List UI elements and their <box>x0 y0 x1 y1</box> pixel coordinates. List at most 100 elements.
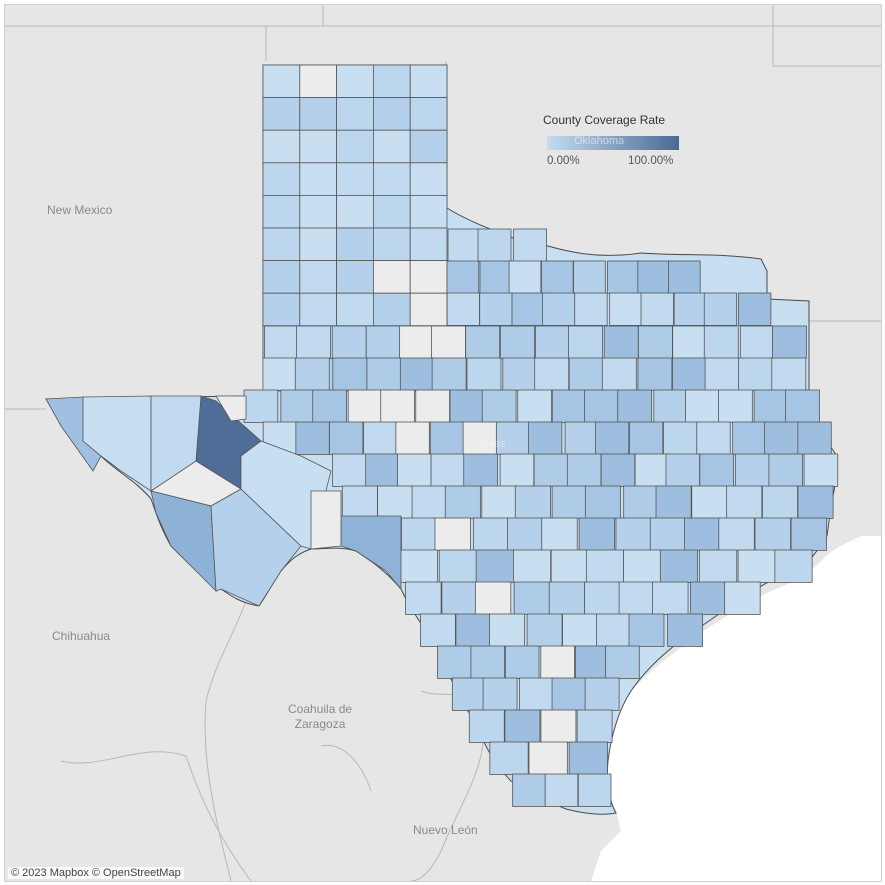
county-polygon[interactable] <box>409 97 448 131</box>
county-polygon[interactable] <box>734 453 770 487</box>
county-polygon[interactable] <box>409 194 448 229</box>
county-polygon[interactable] <box>499 325 535 359</box>
county-polygon[interactable] <box>528 741 568 775</box>
county-polygon[interactable] <box>409 260 448 294</box>
county-polygon[interactable] <box>438 549 477 583</box>
county-polygon[interactable] <box>623 485 660 519</box>
county-polygon[interactable] <box>504 645 540 679</box>
county-polygon[interactable] <box>573 260 606 294</box>
county-polygon[interactable] <box>299 97 337 131</box>
county-polygon[interactable] <box>434 517 471 551</box>
county-polygon[interactable] <box>606 260 640 294</box>
county-polygon[interactable] <box>690 581 727 615</box>
county-polygon[interactable] <box>455 613 492 647</box>
county-polygon[interactable] <box>703 292 738 326</box>
county-polygon[interactable] <box>618 581 656 615</box>
county-polygon[interactable] <box>617 389 652 423</box>
county-polygon[interactable] <box>584 389 619 423</box>
county-polygon[interactable] <box>399 549 438 583</box>
county-polygon[interactable] <box>446 260 480 294</box>
county-polygon[interactable] <box>739 325 775 359</box>
county-polygon[interactable] <box>429 421 465 455</box>
county-polygon[interactable] <box>489 741 529 775</box>
county-polygon[interactable] <box>262 194 301 229</box>
county-polygon[interactable] <box>415 389 450 423</box>
county-polygon[interactable] <box>584 581 621 615</box>
county-polygon[interactable] <box>685 389 720 423</box>
county-polygon[interactable] <box>468 709 505 743</box>
county-polygon[interactable] <box>504 709 541 743</box>
county-polygon[interactable] <box>401 517 438 551</box>
county-polygon[interactable] <box>785 389 820 423</box>
county-polygon[interactable] <box>534 357 570 391</box>
county-polygon[interactable] <box>479 260 513 294</box>
county-polygon[interactable] <box>365 453 400 487</box>
county-polygon[interactable] <box>774 549 813 583</box>
county-polygon[interactable] <box>790 517 827 551</box>
county-polygon[interactable] <box>264 325 299 359</box>
county-polygon[interactable] <box>566 453 602 487</box>
county-polygon[interactable] <box>262 260 301 294</box>
county-polygon[interactable] <box>262 129 301 164</box>
county-polygon[interactable] <box>477 228 512 262</box>
county-polygon[interactable] <box>430 453 466 487</box>
county-polygon[interactable] <box>409 292 448 327</box>
county-polygon[interactable] <box>771 357 807 391</box>
county-polygon[interactable] <box>578 517 616 551</box>
county-polygon[interactable] <box>499 453 535 487</box>
county-polygon[interactable] <box>584 677 620 711</box>
county-polygon[interactable] <box>409 129 448 164</box>
county-polygon[interactable] <box>541 260 574 294</box>
county-polygon[interactable] <box>508 260 542 294</box>
county-polygon[interactable] <box>519 677 554 711</box>
county-polygon[interactable] <box>634 453 670 487</box>
county-polygon[interactable] <box>526 613 563 647</box>
map-attribution[interactable]: © 2023 Mapbox © OpenStreetMap <box>8 867 184 879</box>
county-polygon[interactable] <box>628 421 664 455</box>
county-polygon[interactable] <box>409 162 448 196</box>
county-polygon[interactable] <box>605 645 640 679</box>
county-polygon[interactable] <box>336 292 374 327</box>
county-polygon[interactable] <box>341 485 378 519</box>
county-polygon[interactable] <box>575 645 610 679</box>
county-polygon[interactable] <box>466 357 502 391</box>
county-polygon[interactable] <box>649 517 687 551</box>
county-polygon[interactable] <box>663 421 698 455</box>
county-polygon[interactable] <box>329 421 364 455</box>
county-polygon[interactable] <box>568 357 604 391</box>
county-polygon[interactable] <box>771 325 807 359</box>
county-polygon[interactable] <box>347 389 383 423</box>
county-polygon[interactable] <box>262 97 301 131</box>
county-polygon[interactable] <box>718 517 755 551</box>
county-polygon[interactable] <box>299 64 337 98</box>
county-polygon[interactable] <box>623 549 662 583</box>
county-polygon[interactable] <box>446 292 480 326</box>
county-polygon[interactable] <box>535 325 570 359</box>
county-polygon[interactable] <box>754 517 791 551</box>
county-polygon[interactable] <box>262 357 298 391</box>
county-polygon[interactable] <box>397 453 432 487</box>
county-polygon[interactable] <box>768 453 803 487</box>
county-polygon[interactable] <box>372 64 411 98</box>
county-polygon[interactable] <box>294 357 330 391</box>
county-polygon[interactable] <box>551 389 587 423</box>
county-polygon[interactable] <box>574 292 608 326</box>
county-polygon[interactable] <box>609 292 643 326</box>
county-polygon[interactable] <box>372 260 411 294</box>
county-polygon[interactable] <box>603 325 639 359</box>
county-polygon[interactable] <box>703 325 739 359</box>
county-polygon[interactable] <box>372 227 411 261</box>
county-polygon[interactable] <box>699 453 734 487</box>
county-polygon[interactable] <box>564 421 599 455</box>
county-polygon[interactable] <box>655 485 692 519</box>
county-polygon[interactable] <box>372 292 411 327</box>
county-polygon[interactable] <box>668 260 701 294</box>
county-layer[interactable] <box>45 64 839 807</box>
county-polygon[interactable] <box>544 773 579 807</box>
county-polygon[interactable] <box>637 357 673 391</box>
county-polygon[interactable] <box>411 485 448 519</box>
county-polygon[interactable] <box>628 613 665 647</box>
county-polygon[interactable] <box>512 773 546 807</box>
county-polygon[interactable] <box>576 709 613 743</box>
county-polygon[interactable] <box>363 421 398 455</box>
